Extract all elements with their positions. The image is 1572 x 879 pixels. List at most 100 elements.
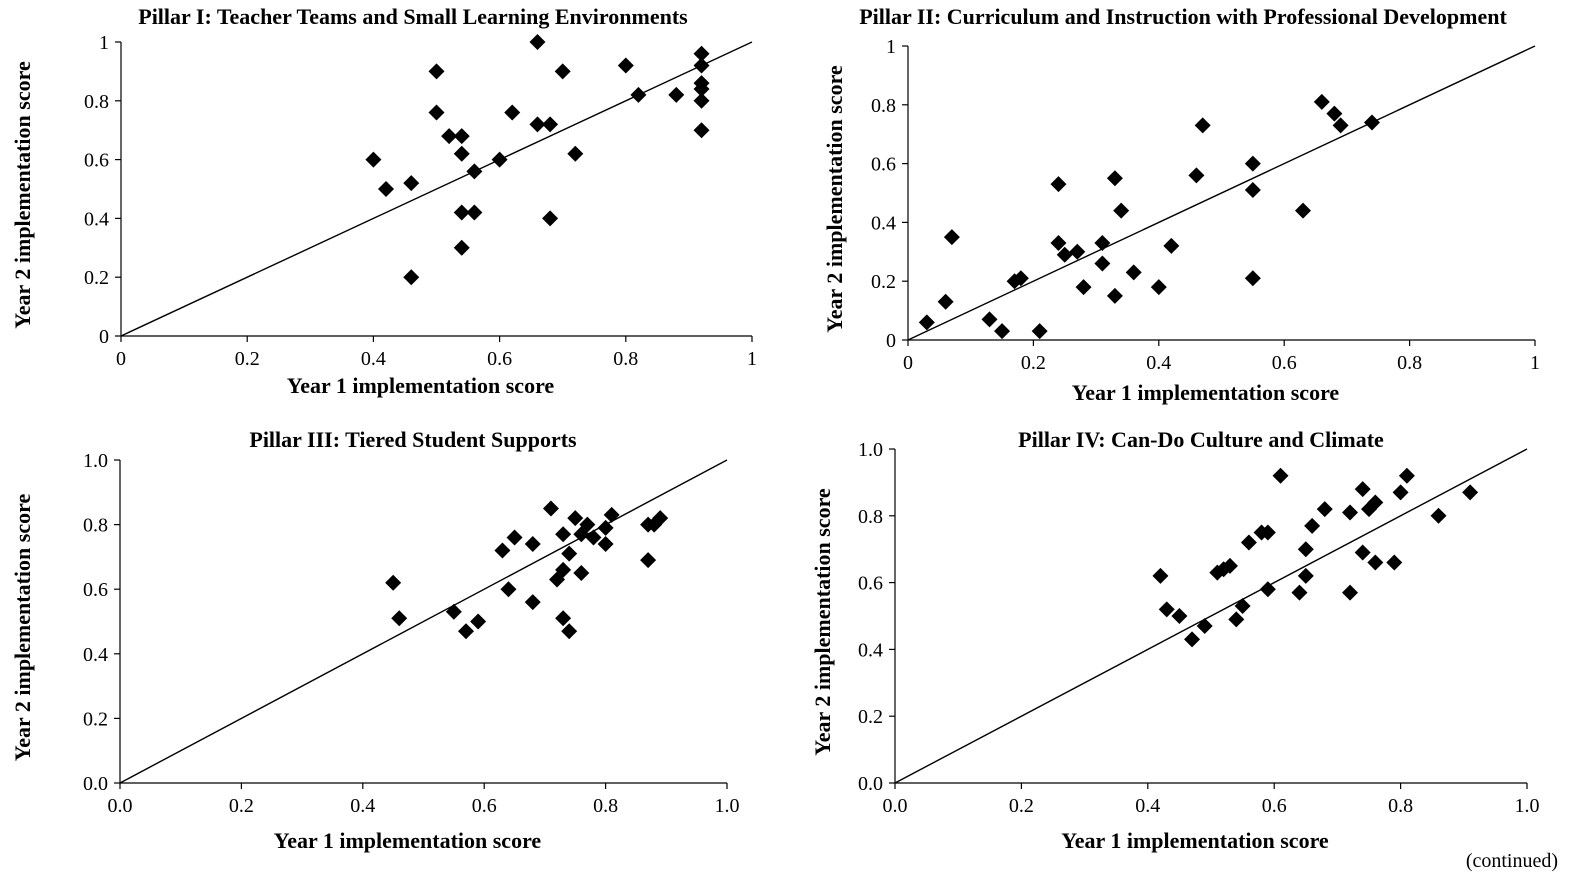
x-tick-label: 0.8 <box>1397 352 1422 374</box>
y-tick-label: 0.0 <box>858 773 883 795</box>
data-point <box>1171 608 1187 624</box>
data-point <box>555 63 571 79</box>
scatter-chart-3: Pillar III: Tiered Student Supports0.00.… <box>10 427 740 853</box>
data-point <box>938 294 954 310</box>
data-point <box>403 175 419 191</box>
y-tick-label: 0.8 <box>84 91 109 113</box>
data-point <box>694 58 710 74</box>
y-tick-label: 0.6 <box>83 579 108 601</box>
data-point <box>454 240 470 256</box>
x-tick-label: 1.0 <box>715 795 740 817</box>
data-point <box>429 63 445 79</box>
x-tick-label: 0.4 <box>361 348 386 370</box>
data-point <box>640 552 656 568</box>
data-point <box>1050 176 1066 192</box>
data-point <box>500 581 516 597</box>
x-tick-label: 0.6 <box>1262 795 1287 817</box>
x-tick-label: 0.6 <box>1272 352 1297 374</box>
y-tick-label: 0.4 <box>83 644 108 666</box>
data-point <box>1304 518 1320 534</box>
y-tick-label: 1 <box>886 36 896 58</box>
y-tick-label: 0.6 <box>84 150 109 172</box>
data-point <box>466 163 482 179</box>
x-tick-label: 0.6 <box>472 795 497 817</box>
data-point <box>1107 288 1123 304</box>
data-point <box>1245 156 1261 172</box>
data-point <box>1364 114 1380 130</box>
data-point <box>630 87 646 103</box>
data-point <box>694 122 710 138</box>
y-tick-label: 0 <box>99 326 109 348</box>
data-point <box>507 530 523 546</box>
x-axis-label: Year 1 implementation score <box>274 828 542 853</box>
data-point <box>504 105 520 121</box>
data-point <box>385 575 401 591</box>
reference-line <box>120 460 727 783</box>
y-tick-label: 0.8 <box>858 506 883 528</box>
data-point <box>403 269 419 285</box>
data-point <box>1094 256 1110 272</box>
y-tick-label: 1.0 <box>83 450 108 472</box>
y-tick-label: 0.6 <box>871 154 896 176</box>
data-point <box>1386 555 1402 571</box>
data-point <box>555 526 571 542</box>
data-point <box>1298 568 1314 584</box>
data-point <box>561 546 577 562</box>
chart-title: Pillar IV: Can-Do Culture and Climate <box>1018 427 1384 452</box>
y-tick-label: 0.6 <box>858 573 883 595</box>
data-point <box>618 58 634 74</box>
data-point <box>1235 598 1251 614</box>
data-point <box>982 311 998 327</box>
data-point <box>454 128 470 144</box>
y-tick-label: 1 <box>99 32 109 54</box>
x-tick-label: 1 <box>1530 352 1540 374</box>
data-point <box>429 105 445 121</box>
x-tick-label: 0.0 <box>108 795 133 817</box>
data-point <box>494 542 510 558</box>
data-point <box>378 181 394 197</box>
data-point <box>1228 611 1244 627</box>
data-point <box>454 146 470 162</box>
x-tick-label: 0.0 <box>883 795 908 817</box>
data-point <box>1241 535 1257 551</box>
scatter-chart-4: Pillar IV: Can-Do Culture and Climate 0.0… <box>810 427 1540 853</box>
x-tick-label: 0.2 <box>1021 352 1046 374</box>
x-tick-label: 0.6 <box>487 348 512 370</box>
data-point <box>1113 203 1129 219</box>
y-tick-label: 0.8 <box>871 95 896 117</box>
y-tick-label: 0.2 <box>871 271 896 293</box>
data-point <box>1152 568 1168 584</box>
data-point <box>543 500 559 516</box>
y-axis-label: Year 2 implementation score <box>810 488 835 756</box>
x-tick-label: 0 <box>116 348 126 370</box>
y-axis-label: Year 2 implementation score <box>10 61 35 329</box>
data-point <box>1367 555 1383 571</box>
data-point <box>1188 167 1204 183</box>
data-point <box>529 34 545 50</box>
reference-line <box>895 449 1527 783</box>
data-point <box>1245 182 1261 198</box>
data-point <box>542 116 558 132</box>
y-tick-label: 0.2 <box>84 267 109 289</box>
data-point <box>994 323 1010 339</box>
y-tick-label: 0.4 <box>871 212 896 234</box>
x-tick-label: 0.2 <box>235 348 260 370</box>
data-point <box>1399 468 1415 484</box>
data-point <box>1094 235 1110 251</box>
data-point <box>1151 279 1167 295</box>
data-point <box>1355 545 1371 561</box>
data-point <box>573 565 589 581</box>
data-point <box>1342 504 1358 520</box>
data-point <box>466 205 482 221</box>
data-point <box>1342 585 1358 601</box>
scatter-chart-2: Pillar II: Curriculum and Instruction wi… <box>822 4 1540 405</box>
data-point <box>446 604 462 620</box>
x-tick-label: 1 <box>747 348 757 370</box>
data-point <box>1159 601 1175 617</box>
continued-note: (continued) <box>1466 850 1558 873</box>
reference-line <box>121 42 752 336</box>
x-tick-label: 0.8 <box>1388 795 1413 817</box>
data-point <box>470 614 486 630</box>
y-tick-label: 0 <box>886 330 896 352</box>
data-point <box>1431 508 1447 524</box>
